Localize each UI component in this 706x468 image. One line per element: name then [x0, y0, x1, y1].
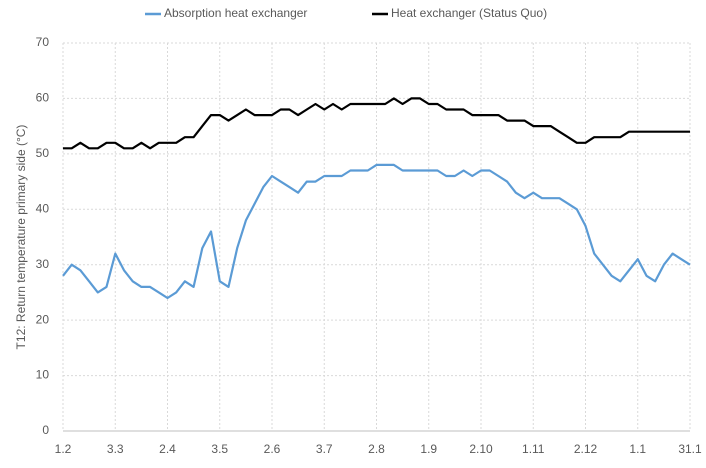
- legend-label: Absorption heat exchanger: [164, 6, 307, 20]
- x-tick-label: 1.9: [420, 442, 437, 456]
- x-tick-label: 2.4: [159, 442, 176, 456]
- y-tick-label: 10: [36, 368, 50, 382]
- x-tick-label: 2.10: [469, 442, 493, 456]
- y-tick-label: 70: [36, 35, 50, 49]
- data-line: [62, 163, 691, 300]
- y-axis-label: T12: Return temperature primary side (°C…: [14, 125, 28, 350]
- y-tick-label: 20: [36, 312, 50, 326]
- x-tick-label: 1.2: [55, 442, 72, 456]
- x-tick-label: 1.11: [522, 442, 545, 456]
- x-tick-label: 1.1: [629, 442, 646, 456]
- y-tick-label: 60: [36, 91, 50, 105]
- x-tick-label: 2.12: [574, 442, 598, 456]
- x-tick-label: 3.3: [107, 442, 124, 456]
- y-tick-label: 50: [36, 146, 50, 160]
- x-tick-label: 2.8: [368, 442, 385, 456]
- x-tick-label: 2.6: [264, 442, 281, 456]
- data-line: [63, 97, 690, 150]
- x-tick-label: 3.5: [211, 442, 228, 456]
- legend-label: Heat exchanger (Status Quo): [391, 6, 547, 20]
- y-tick-label: 30: [36, 257, 50, 271]
- x-tick-label: 31.1: [678, 442, 702, 456]
- y-tick-label: 40: [36, 201, 50, 215]
- x-tick-label: 3.7: [316, 442, 333, 456]
- y-tick-label: 0: [42, 423, 49, 437]
